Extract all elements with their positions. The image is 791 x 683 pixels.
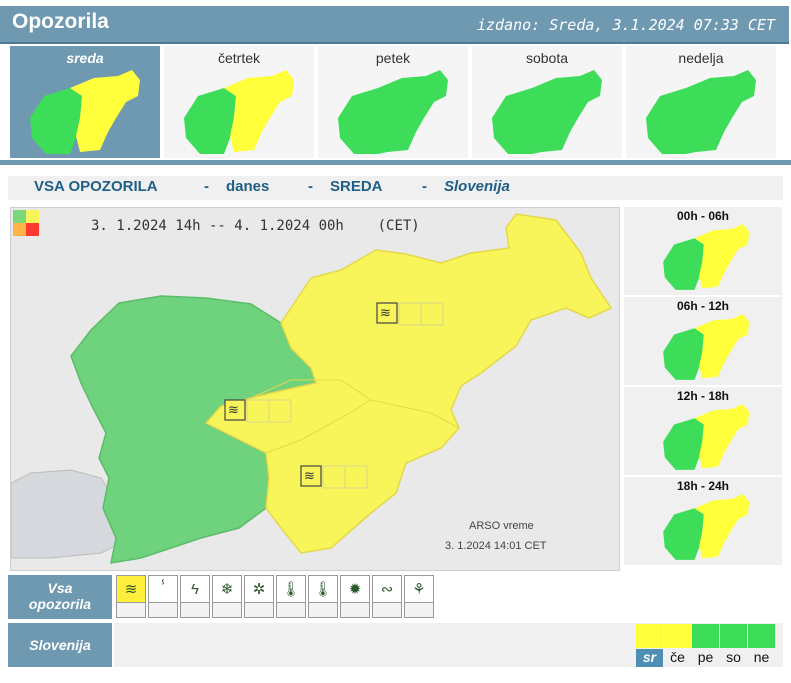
warning-type-fire[interactable]: ✹	[340, 575, 370, 618]
slovenia-region-map	[11, 213, 613, 564]
day-tab-label: sreda	[66, 50, 104, 66]
day-tab-nedelja[interactable]: nedelja	[626, 46, 776, 158]
thunderstorm-icon: ϟ	[181, 576, 209, 603]
day-status-sr[interactable]: sr	[636, 649, 663, 667]
period-range: 3. 1.2024 14h -- 4. 1.2024 00h (CET)	[91, 218, 420, 234]
flood-icon: ⚘	[405, 576, 433, 603]
today-label: danes	[226, 178, 270, 195]
source-label: ARSO vreme	[469, 520, 534, 532]
day-status-swatch	[636, 624, 663, 648]
interval-label: 06h - 12h	[676, 299, 730, 313]
interval-00-06[interactable]: 00h - 06h	[624, 207, 782, 295]
day-tab-petek[interactable]: petek	[318, 46, 468, 158]
legend-yellow-square	[26, 210, 39, 223]
day-name-label: SREDA	[330, 178, 383, 195]
wind-icon[interactable]: ≋	[380, 305, 391, 320]
region-row-label: Slovenija	[8, 623, 112, 667]
day-tab-label: četrtek	[217, 50, 260, 66]
wind-icon[interactable]: ≋	[228, 402, 239, 417]
warning-type-high-temperature[interactable]: 🌡	[276, 575, 306, 618]
title-dash: -	[204, 178, 209, 195]
title-dash: -	[422, 178, 427, 195]
source-date: 3. 1.2024 14:01 CET	[445, 540, 547, 552]
interval-label: 00h - 06h	[676, 209, 730, 223]
day-status-so[interactable]: so	[726, 649, 741, 665]
warning-type-low-temperature[interactable]: 🌡	[308, 575, 338, 618]
slovenia-mini-map	[184, 70, 294, 154]
warning-type-snow-ice[interactable]: ✲	[244, 575, 274, 618]
day-status-swatch	[720, 624, 747, 648]
row-label-line-1: Vsa	[47, 580, 73, 596]
slovenia-mini-map	[646, 70, 756, 154]
row-label-line-2: opozorila	[28, 596, 92, 612]
rain-icon: ⸯ	[149, 576, 177, 603]
slovenia-mini-map	[492, 70, 602, 154]
slovenia-mini-map	[30, 70, 140, 154]
warning-type-snow[interactable]: ❄	[212, 575, 242, 618]
snow-ice-icon: ✲	[245, 576, 273, 603]
region-label: Slovenija	[444, 178, 510, 195]
legend-red-square	[26, 223, 39, 236]
wind-icon[interactable]: ≋	[304, 468, 315, 483]
interval-18-24[interactable]: 18h - 24h	[624, 477, 782, 565]
warning-type-flood[interactable]: ⚘	[404, 575, 434, 618]
day-tab-label: sobota	[525, 50, 569, 66]
high-temperature-icon: 🌡	[277, 576, 305, 603]
day-tab-label: petek	[375, 50, 411, 66]
wind-icon: ≋	[117, 576, 145, 603]
slovenia-mini-map	[663, 224, 750, 290]
day-status-ne[interactable]: ne	[753, 649, 770, 665]
title-dash: -	[308, 178, 313, 195]
day-tab-sreda[interactable]: sreda	[10, 46, 160, 158]
page-title: Opozorila	[12, 10, 109, 33]
header-bar: Opozorila izdano: Sreda, 3.1.2024 07:33 …	[0, 6, 789, 44]
warning-type-rain[interactable]: ⸯ	[148, 575, 178, 618]
warning-type-wind[interactable]: ≋	[116, 575, 146, 618]
low-temperature-icon: 🌡	[309, 576, 337, 603]
interval-label: 12h - 18h	[676, 389, 730, 403]
day-status-ce[interactable]: če	[670, 649, 685, 665]
all-warnings-row-label: Vsa opozorila	[8, 575, 112, 619]
interval-label: 18h - 24h	[676, 479, 730, 493]
slovenia-mini-map	[338, 70, 448, 154]
interval-06-12[interactable]: 06h - 12h	[624, 297, 782, 385]
snow-icon: ❄	[213, 576, 241, 603]
slovenia-mini-map	[663, 494, 750, 560]
day-status-pe[interactable]: pe	[697, 649, 714, 665]
day-tab-sobota[interactable]: sobota	[472, 46, 622, 158]
section-divider	[0, 160, 791, 165]
interval-12-18[interactable]: 12h - 18h	[624, 387, 782, 475]
legend-orange-square	[13, 223, 26, 236]
fire-icon: ✹	[341, 576, 369, 603]
coastal-wave-icon: ∾	[373, 576, 401, 603]
warning-map[interactable]: 3. 1.2024 14h -- 4. 1.2024 00h (CET) ≋ ≋…	[10, 207, 620, 571]
warning-type-coastal-wave[interactable]: ∾	[372, 575, 402, 618]
day-tab-label: nedelja	[678, 50, 724, 66]
slovenia-mini-map	[663, 404, 750, 470]
legend-green-square	[13, 210, 26, 223]
warnings-title-bar: VSA OPOZORILA - danes - SREDA - Slovenij…	[8, 176, 783, 200]
day-status-swatch	[692, 624, 719, 648]
day-status-swatch	[748, 624, 775, 648]
slovenia-mini-map	[663, 314, 750, 380]
issued-timestamp: izdano: Sreda, 3.1.2024 07:33 CET	[476, 16, 775, 34]
day-tab-cetrtek[interactable]: četrtek	[164, 46, 314, 158]
all-warnings-heading: VSA OPOZORILA	[34, 178, 158, 195]
day-status-swatch	[664, 624, 691, 648]
warning-type-thunderstorm[interactable]: ϟ	[180, 575, 210, 618]
